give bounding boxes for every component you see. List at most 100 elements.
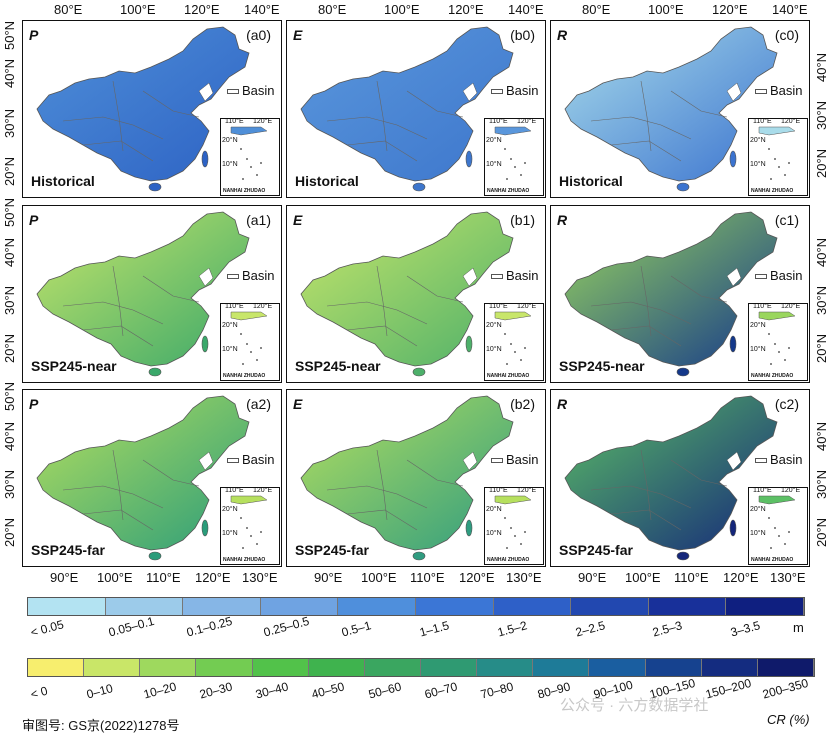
map-panel: R (c1) SSP245-near Basin 110°E 120°E 20°N 10°N N… [550, 205, 810, 383]
panel-tag: (b0) [510, 27, 535, 43]
inset-island [242, 363, 244, 365]
colorbar-label: 10–20 [141, 679, 178, 702]
right-lat-tick: 40°N [814, 237, 829, 267]
inset-lat-tick: 20°N [222, 506, 238, 513]
left-lat-tick: 30°N [2, 285, 17, 315]
basin-boundary [406, 275, 464, 303]
china-outline [564, 26, 778, 182]
inset-lat-tick: 20°N [750, 506, 766, 513]
inset-island [788, 162, 790, 164]
right-lat-tick: 30°N [814, 100, 829, 130]
inset-island [250, 166, 252, 168]
map-approval-number: 审图号: GS京(2022)1278号 [22, 718, 180, 733]
basin-legend: Basin [227, 268, 275, 283]
inset-lat-tick: 10°N [750, 161, 766, 168]
inset-island [524, 347, 526, 349]
basin-boundary [82, 325, 154, 347]
inset-island [242, 547, 244, 549]
basin-boundary [406, 90, 464, 118]
taiwan-island [465, 150, 473, 168]
china-map [300, 211, 514, 377]
map-panel: E (b1) SSP245-near Basin 110°E 120°E 20°N 10°N N… [286, 205, 546, 383]
colorbar-cr-unit: CR (%) [767, 712, 810, 727]
map-panel: E (b2) SSP245-far Basin 110°E 120°E 20°N 10°N NA… [286, 389, 546, 567]
inset-coast [230, 495, 268, 505]
bottom-lon-tick: 110°E [674, 570, 709, 585]
right-lat-tick: 30°N [814, 285, 829, 315]
inset-island [240, 333, 242, 335]
inset-lon-tick: 120°E [253, 303, 273, 310]
map-panel: P (a2) SSP245-far Basin 110°E 120°E 20°N 10°N NA… [22, 389, 282, 567]
bottom-lon-tick: 90°E [578, 570, 607, 585]
inset-lon-tick: 110°E [753, 303, 772, 310]
variable-label: E [293, 27, 303, 43]
colorbar-swatch [260, 598, 339, 615]
bottom-lon-tick: 130°E [506, 570, 542, 585]
left-lat-tick: 20°N [2, 517, 17, 547]
colorbar-label: 0.5–1 [340, 618, 373, 640]
inset-island [768, 517, 770, 519]
scenario-label: SSP245-far [559, 542, 633, 558]
map-panel: R (c2) SSP245-far Basin 110°E 120°E 20°N 10°N NA… [550, 389, 810, 567]
variable-label: P [29, 27, 39, 43]
inset-island [524, 531, 526, 533]
inset-lat-tick: 10°N [486, 346, 502, 353]
top-lon-tick: 120°E [712, 2, 748, 17]
inset-lon-tick: 120°E [253, 487, 273, 494]
inset-island [504, 333, 506, 335]
inset-island [506, 547, 508, 549]
inset-island [514, 166, 516, 168]
taiwan-island [729, 335, 737, 353]
colorbar-swatch [726, 598, 804, 615]
inset-lon-tick: 110°E [489, 487, 508, 494]
inset-caption: NANHAI ZHUDAO [751, 373, 794, 379]
china-map [564, 26, 778, 192]
left-lat-tick: 20°N [2, 156, 17, 186]
inset-island [246, 158, 248, 160]
scenario-label: SSP245-far [31, 542, 105, 558]
scenario-label: SSP245-near [559, 358, 645, 374]
bohai-sea [726, 82, 742, 102]
basin-boundary [112, 449, 124, 521]
inset-island [510, 343, 512, 345]
colorbar-label: < 0 [29, 683, 50, 702]
inset-lat-tick: 10°N [486, 161, 502, 168]
inset-map [230, 311, 268, 365]
panel-tag: (c2) [774, 396, 799, 412]
basin-legend-swatch [755, 89, 767, 95]
scenario-label: Historical [31, 173, 95, 189]
colorbar-label: 50–60 [366, 679, 403, 702]
inset-island [242, 178, 244, 180]
inset-lat-tick: 20°N [486, 506, 502, 513]
basin-legend-swatch [227, 458, 239, 464]
inset-island [778, 351, 780, 353]
bohai-sea [462, 451, 478, 471]
basin-legend-swatch [755, 458, 767, 464]
colorbar-label: 2–2.5 [573, 618, 607, 640]
basin-legend: Basin [227, 83, 275, 98]
inset-coast [758, 126, 796, 136]
inset-lon-tick: 120°E [781, 303, 801, 310]
colorbar-swatch [196, 659, 253, 676]
inset-coast [758, 495, 796, 505]
inset-lat-tick: 20°N [222, 137, 238, 144]
inset-map [494, 495, 532, 549]
inset-island [770, 547, 772, 549]
inset-lat-tick: 10°N [222, 346, 238, 353]
inset-island [240, 148, 242, 150]
basin-legend-label: Basin [770, 452, 803, 467]
inset-map [230, 126, 268, 180]
colorbar-label: 2.5–3 [651, 618, 685, 640]
inset-caption: NANHAI ZHUDAO [751, 557, 794, 563]
basin-boundary [640, 80, 652, 152]
panel-tag: (c1) [774, 212, 799, 228]
colorbar-label: 0.25–0.5 [262, 613, 312, 640]
inset-island [784, 174, 786, 176]
basin-boundary [112, 80, 124, 152]
colorbar-label: 3–3.5 [729, 618, 762, 640]
inset-island [514, 535, 516, 537]
colorbar-swatch [477, 659, 534, 676]
basin-legend-label: Basin [242, 83, 275, 98]
colorbar-label: 200–350 [760, 675, 810, 702]
bottom-lon-tick: 120°E [459, 570, 495, 585]
